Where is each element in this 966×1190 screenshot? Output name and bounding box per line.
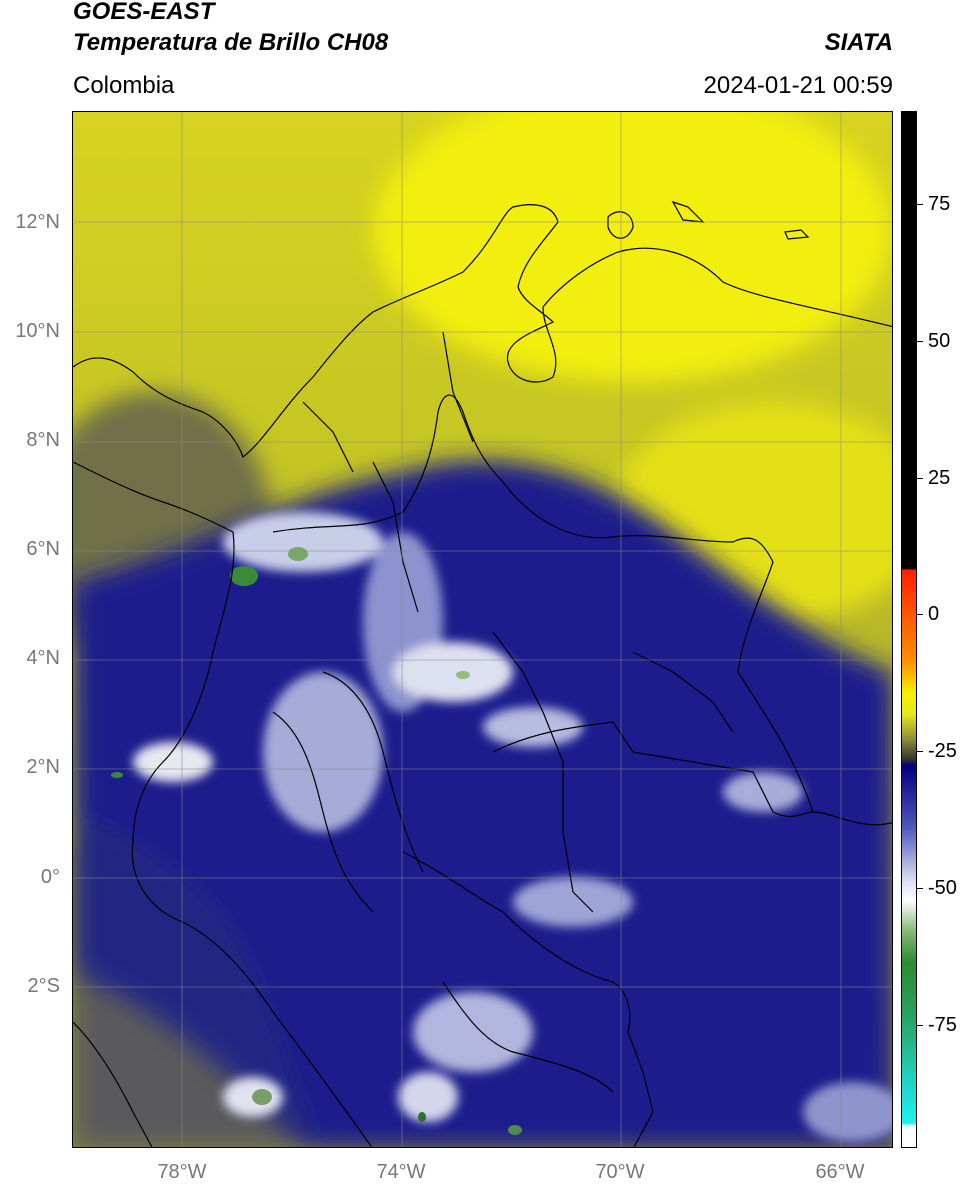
coastlines-borders <box>73 200 892 1147</box>
coldest-cloud-tops <box>111 547 522 1135</box>
lat-label: 2°N <box>26 756 60 778</box>
lat-label: 6°N <box>26 538 60 560</box>
colorbar-tick <box>917 751 923 752</box>
colorbar-tick <box>917 478 923 479</box>
lat-label: 0° <box>40 866 60 888</box>
region-label: Colombia <box>73 72 175 99</box>
graticule <box>73 112 892 1147</box>
satellite-map[interactable] <box>72 111 893 1148</box>
colorbar-gradient <box>902 112 916 1147</box>
lat-label: 4°N <box>26 647 60 669</box>
colorbar-tick <box>917 1025 923 1026</box>
colorbar-label: 50 <box>928 330 951 352</box>
lon-label: 78°W <box>157 1161 207 1183</box>
lat-label: 10°N <box>15 320 60 342</box>
lon-label: 66°W <box>815 1161 865 1183</box>
product-title: Temperatura de Brillo CH08 <box>73 29 389 56</box>
colorbar-label: -50 <box>928 877 957 899</box>
colorbar-label: -75 <box>928 1014 957 1036</box>
timestamp: 2024-01-21 00:59 <box>703 72 894 99</box>
convective-cores <box>133 512 892 1142</box>
colorbar-label: 25 <box>928 467 951 489</box>
lat-label: 2°S <box>27 975 60 997</box>
cloud-band <box>73 460 892 1147</box>
lon-label: 70°W <box>595 1161 645 1183</box>
colorbar-label: -25 <box>928 740 957 762</box>
lon-label: 74°W <box>376 1161 426 1183</box>
colorbar <box>901 111 917 1148</box>
colorbar-tick <box>917 614 923 615</box>
satellite-title: GOES-EAST <box>73 0 215 25</box>
colorbar-tick <box>917 341 923 342</box>
agency-label: SIATA <box>824 29 893 56</box>
dry-air-zone <box>373 112 892 382</box>
colorbar-label: 0 <box>928 603 940 625</box>
lat-label: 12°N <box>15 211 60 233</box>
colorbar-tick <box>917 888 923 889</box>
colorbar-tick <box>917 204 923 205</box>
colorbar-label: 75 <box>928 193 951 215</box>
lat-label: 8°N <box>26 429 60 451</box>
